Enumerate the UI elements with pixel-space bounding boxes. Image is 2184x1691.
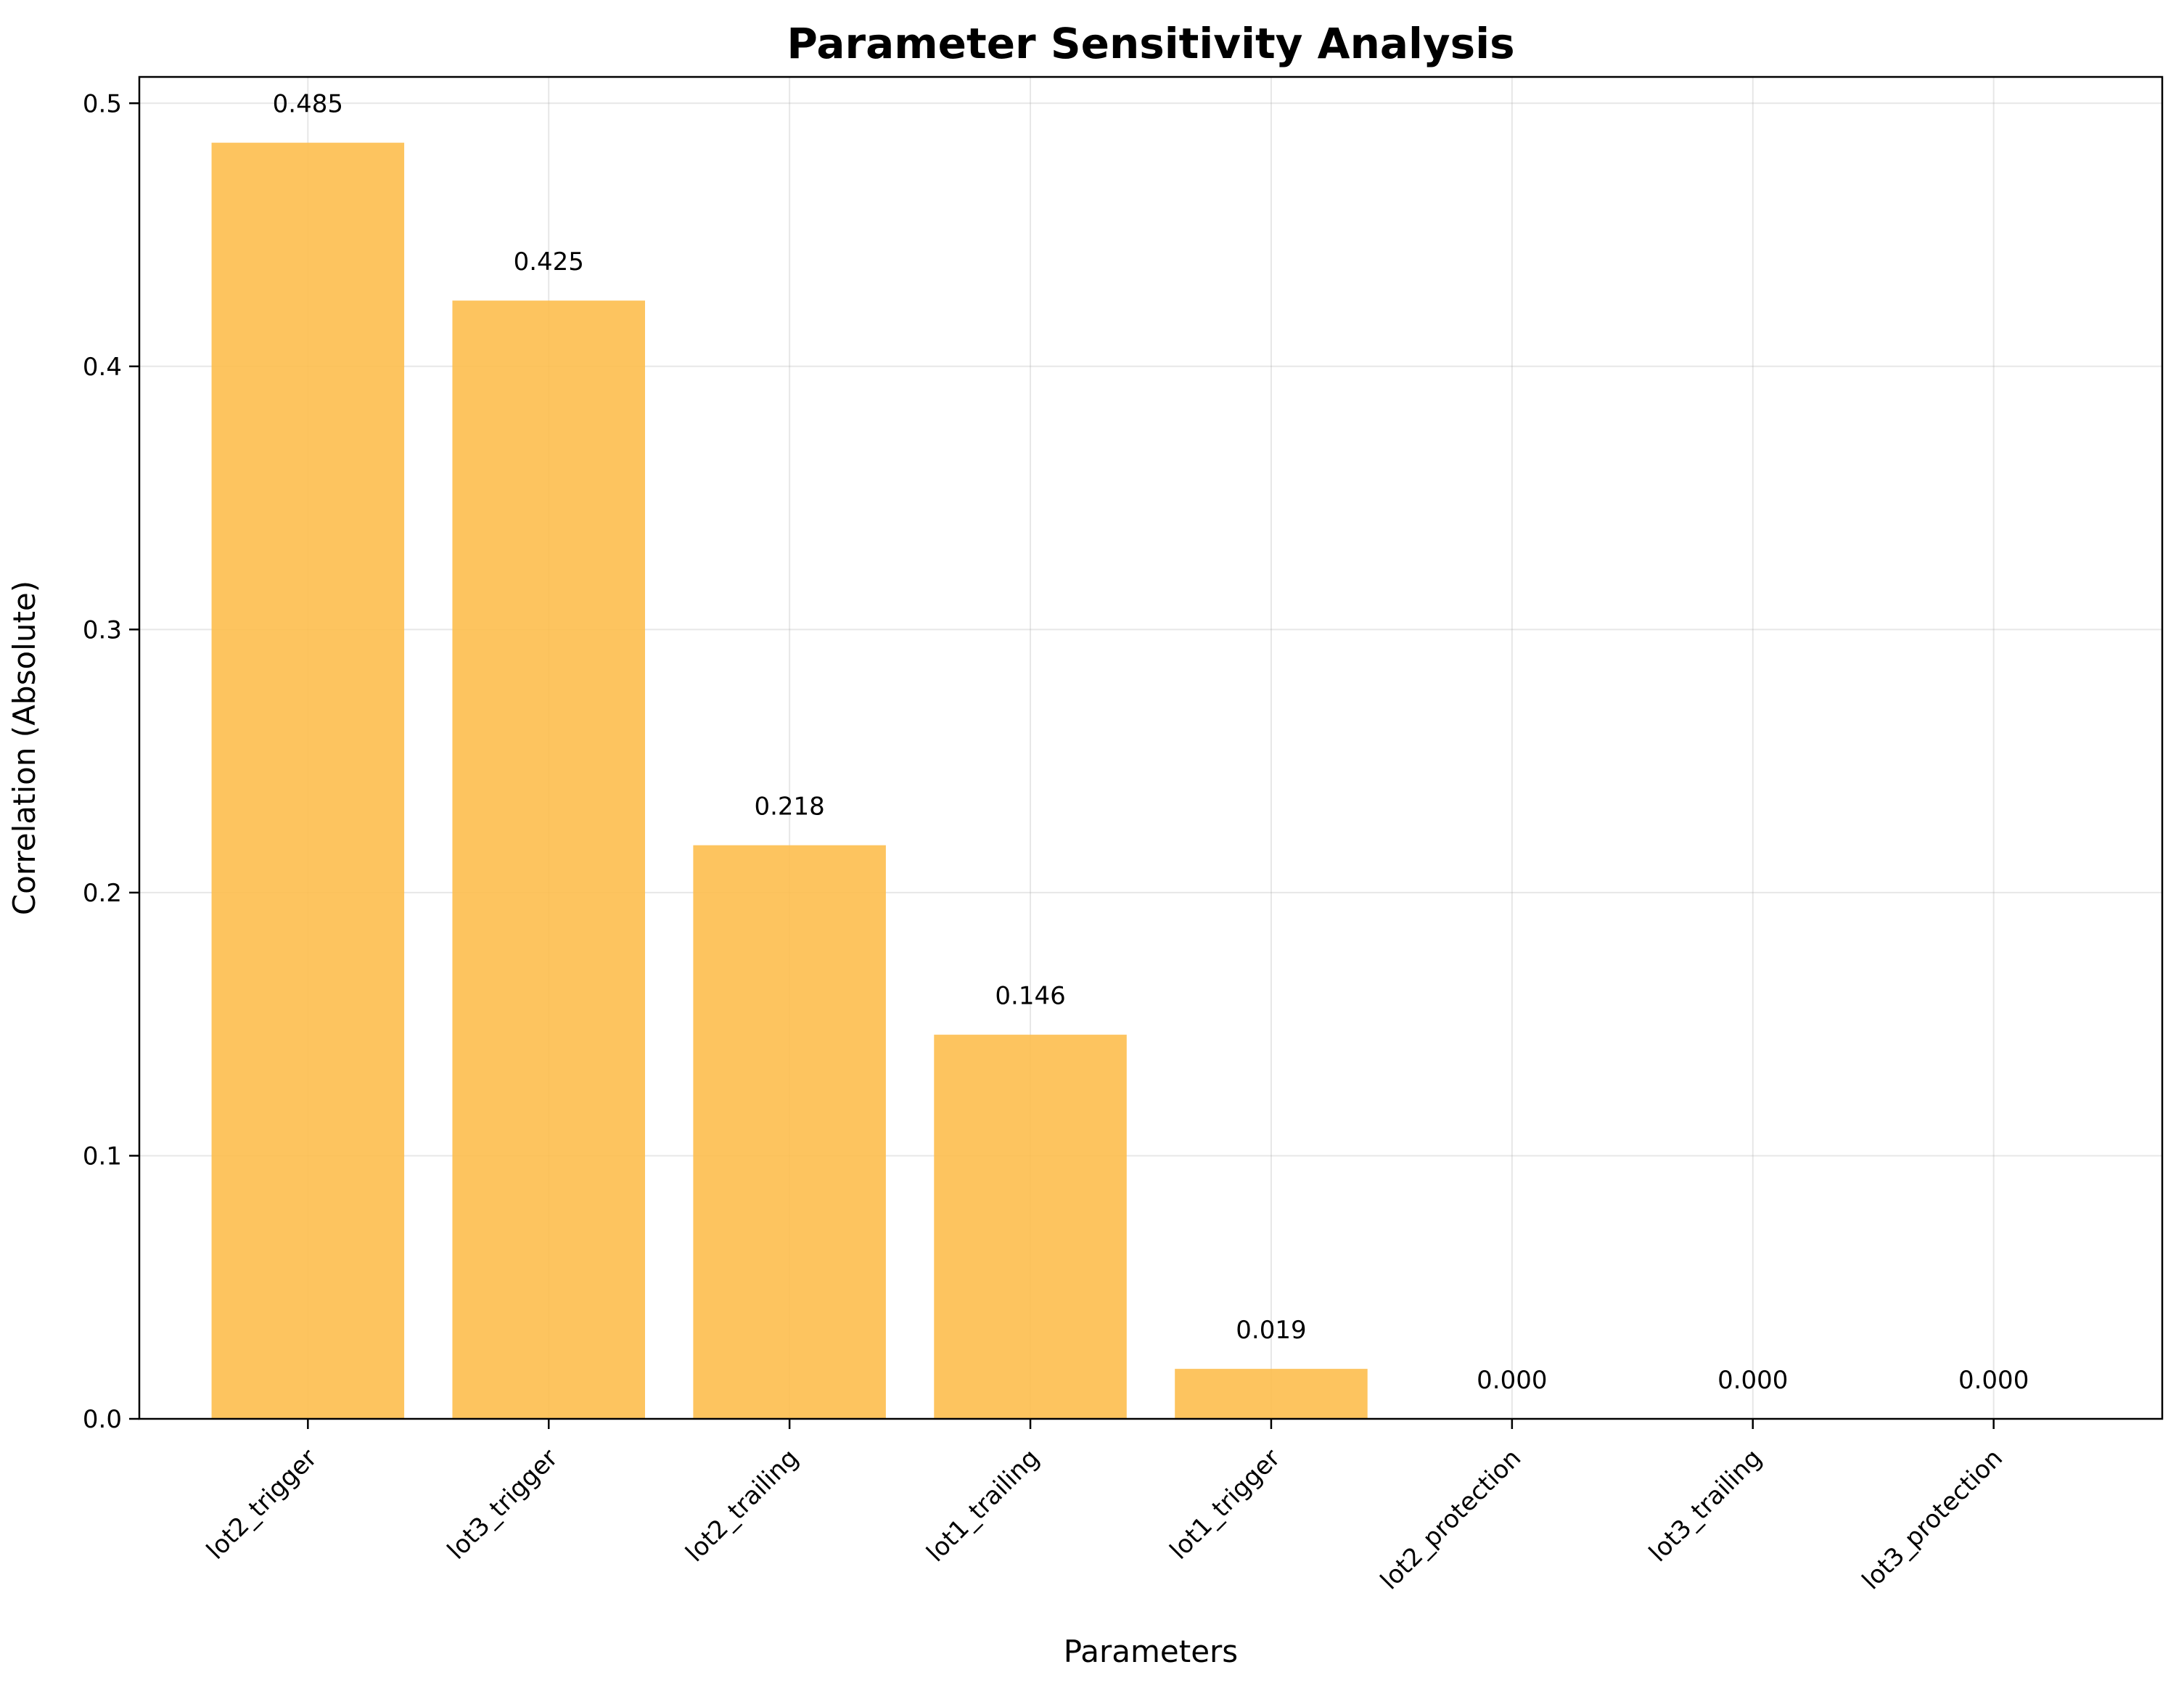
plot-frame: [138, 75, 2164, 1420]
x-tick-label-lot2_protection: lot2_protection: [1375, 1444, 1527, 1595]
x-axis-title: Parameters: [1064, 1634, 1238, 1669]
bar-lot2_trigger: [211, 142, 405, 1420]
x-tick-label-lot2_trigger: lot2_trigger: [201, 1444, 323, 1565]
x-tick-label-lot1_trigger: lot1_trigger: [1165, 1444, 1286, 1565]
y-tick-label: 0.0: [83, 1405, 122, 1434]
chart-title: Parameter Sensitivity Analysis: [787, 19, 1514, 68]
grid-lines: [139, 77, 2162, 1420]
data-labels: 0.485 0.425 0.218 0.146 0.019 0.000 0.000 0.000: [273, 90, 2029, 1395]
data-label-lot3_protection: 0.000: [1958, 1366, 2029, 1395]
bar-lot1_trigger: [1175, 1369, 1368, 1419]
data-label-lot3_trailing: 0.000: [1717, 1366, 1788, 1395]
bar-lot2_trailing: [693, 845, 886, 1419]
data-label-lot3_trigger: 0.425: [514, 247, 584, 277]
y-axis-title: Correlation (Absolute): [7, 581, 42, 915]
data-label-lot2_protection: 0.000: [1477, 1366, 1547, 1395]
x-tick-label-lot2_trailing: lot2_trailing: [681, 1444, 805, 1568]
y-tick-label: 0.4: [83, 353, 122, 382]
x-tick-label-lot1_trailing: lot1_trailing: [921, 1444, 1045, 1568]
y-axis: 0.0 0.1 0.2 0.3 0.4 0.5: [83, 89, 139, 1434]
x-tick-label-lot3_trailing: lot3_trailing: [1643, 1444, 1768, 1568]
y-tick-label: 0.5: [83, 89, 122, 118]
x-tick-label-lot3_trigger: lot3_trigger: [442, 1444, 564, 1565]
x-tick-label-lot3_protection: lot3_protection: [1857, 1444, 2008, 1595]
x-axis: lot2_trigger lot3_trigger lot2_trailing lot…: [201, 1419, 2008, 1595]
bar-lot3_trigger: [452, 300, 645, 1420]
bars: [211, 142, 1368, 1420]
bar-lot1_trailing: [934, 1034, 1127, 1419]
y-tick-label: 0.1: [83, 1142, 122, 1171]
y-tick-label: 0.2: [83, 879, 122, 908]
y-tick-label: 0.3: [83, 615, 122, 644]
data-label-lot2_trigger: 0.485: [273, 90, 343, 119]
data-label-lot2_trailing: 0.218: [754, 793, 824, 822]
data-label-lot1_trigger: 0.019: [1236, 1316, 1306, 1345]
data-label-lot1_trailing: 0.146: [995, 982, 1065, 1011]
